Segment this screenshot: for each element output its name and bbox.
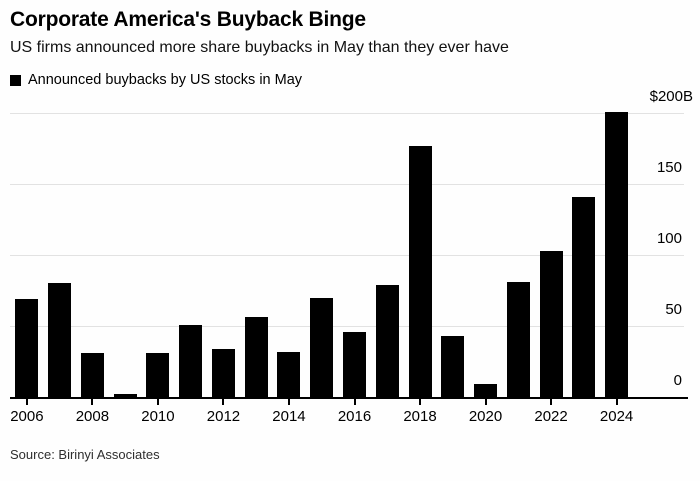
x-tick-2010	[156, 399, 159, 405]
x-axis-label-2022: 2022	[534, 408, 568, 425]
x-axis-label-2014: 2014	[272, 408, 306, 425]
bar-2019	[441, 335, 465, 397]
y-axis-label-150: 150	[656, 159, 682, 176]
bar-2017	[375, 284, 399, 397]
chart-title: Corporate America's Buyback Binge	[10, 8, 366, 31]
source-note: Source: Birinyi Associates	[10, 447, 160, 462]
bar-2016	[343, 331, 366, 397]
gridline-200	[10, 113, 684, 114]
bar-2013	[244, 317, 268, 397]
chart-subtitle: US firms announced more share buybacks i…	[10, 39, 509, 56]
x-tick-2018	[419, 399, 422, 405]
x-axis-label-2008: 2008	[75, 408, 110, 425]
bar-2008	[80, 352, 104, 397]
y-axis-label-100: 100	[656, 230, 682, 247]
legend-label: Announced buybacks by US stocks in May	[28, 72, 303, 88]
x-tick-2016	[353, 399, 356, 405]
gridline-150	[10, 184, 684, 185]
bar-2010	[146, 352, 170, 397]
bar-2023	[572, 196, 596, 397]
x-tick-2024	[615, 399, 618, 405]
x-tick-2012	[222, 399, 225, 405]
x-axis-label-2018: 2018	[403, 408, 437, 425]
bar-2014	[277, 351, 301, 397]
x-axis-label-2016: 2016	[337, 408, 372, 425]
x-axis-label-2024: 2024	[599, 408, 634, 425]
bar-2009	[113, 394, 137, 397]
bar-2007	[48, 283, 72, 397]
x-axis-label-2010: 2010	[141, 408, 175, 425]
bar-2012	[211, 348, 235, 397]
x-tick-2008	[91, 399, 94, 405]
x-axis-line	[10, 397, 688, 399]
x-axis-label-2012: 2012	[206, 408, 241, 425]
y-axis-label-0: 0	[673, 372, 682, 389]
gridline-50	[10, 326, 684, 327]
bar-2020	[474, 384, 498, 397]
bar-2006	[15, 299, 39, 397]
gridline-100	[10, 255, 684, 256]
bar-2022	[539, 250, 563, 397]
legend: Announced buybacks by US stocks in May	[10, 72, 302, 88]
bar-2018	[408, 145, 432, 397]
x-tick-2022	[550, 399, 553, 405]
x-tick-2014	[287, 399, 290, 405]
x-axis-label-2020: 2020	[468, 408, 503, 425]
y-axis-label-200: $200B	[649, 88, 693, 105]
x-axis-label-2006: 2006	[10, 408, 44, 425]
bar-2015	[310, 297, 334, 397]
x-tick-2020	[484, 399, 487, 405]
bar-2024	[605, 111, 629, 397]
legend-swatch-icon	[10, 74, 21, 86]
bar-2021	[506, 281, 530, 397]
y-axis-label-50: 50	[665, 301, 682, 318]
bar-2011	[179, 324, 203, 397]
x-tick-2006	[25, 399, 28, 405]
